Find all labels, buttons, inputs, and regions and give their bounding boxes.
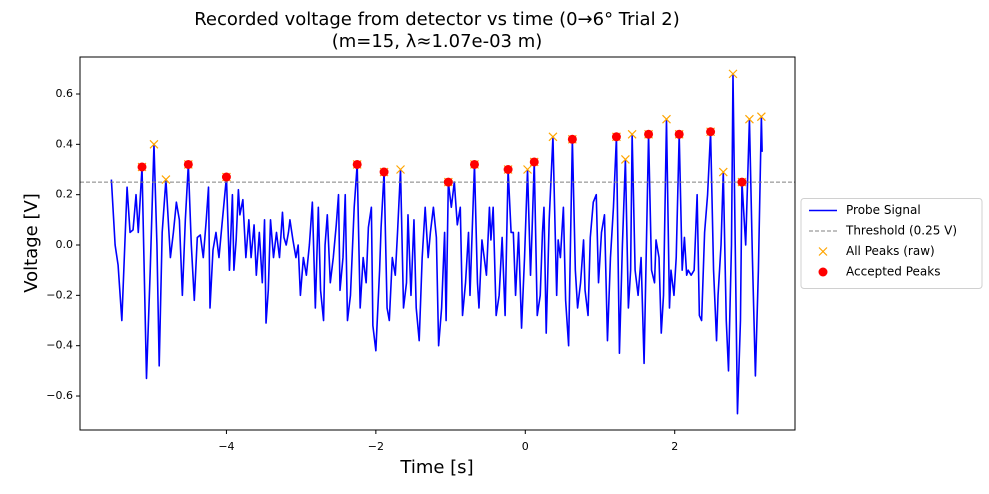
raw-peak-marker — [396, 165, 405, 174]
y-tick-label: −0.6 — [46, 389, 73, 402]
raw-peak-marker — [523, 165, 532, 174]
accepted-peak-marker — [611, 132, 621, 142]
x-tick-label: 2 — [671, 440, 678, 453]
raw-peak-marker — [161, 175, 171, 184]
y-axis-label: Voltage [V] — [21, 193, 42, 293]
accepted-peak-marker — [503, 165, 513, 175]
accepted-peak-marker — [567, 134, 577, 144]
accepted-peak-marker — [706, 127, 716, 137]
x-tick-label: 0 — [522, 440, 529, 453]
legend-swatch — [818, 267, 828, 277]
accepted-peak-marker — [221, 172, 231, 182]
y-tick-label: 0.4 — [56, 137, 74, 150]
signal-line — [110, 73, 763, 415]
y-tick-label: 0.0 — [56, 238, 74, 251]
legend-label: Probe Signal — [846, 203, 921, 217]
raw-peak-marker — [149, 139, 159, 149]
accepted-peak-marker — [529, 157, 539, 167]
legend-label: Threshold (0.25 V) — [845, 224, 957, 238]
accepted-peak-marker — [352, 159, 362, 169]
y-tick-label: 0.2 — [56, 188, 74, 201]
raw-peak-marker — [718, 167, 728, 177]
x-tick-label: −4 — [218, 440, 234, 453]
accepted-peak-marker — [737, 177, 747, 187]
accepted-peak-marker — [183, 159, 193, 169]
accepted-peak-marker — [644, 129, 654, 139]
y-tick-label: −0.2 — [46, 288, 73, 301]
accepted-peak-marker — [443, 177, 453, 187]
raw-peak-marker — [627, 129, 637, 139]
raw-peak-marker — [548, 132, 558, 142]
raw-peak-marker — [728, 69, 738, 79]
legend-box — [800, 198, 983, 289]
accepted-peak-marker — [674, 129, 684, 139]
raw-peak-marker — [745, 114, 754, 124]
legend-label: All Peaks (raw) — [846, 244, 935, 258]
legend: Probe Signal Threshold (0.25 V) All Peaks … — [800, 198, 983, 289]
accepted-peak-marker — [379, 167, 389, 177]
axes-frame — [79, 56, 796, 431]
x-tick-label: −2 — [368, 440, 384, 453]
y-tick-label: 0.6 — [56, 87, 74, 100]
plot-area — [80, 69, 795, 415]
raw-peak-marker — [620, 155, 630, 164]
legend-swatch — [818, 247, 828, 256]
raw-peak-marker — [662, 114, 671, 124]
legend-label: Accepted Peaks — [846, 265, 940, 279]
y-tick-label: −0.4 — [46, 339, 73, 352]
chart-title: Recorded voltage from detector vs time (… — [194, 9, 680, 30]
chart-subtitle: (m=15, λ≈1.07e-03 m) — [332, 31, 543, 52]
x-axis-label: Time [s] — [399, 457, 473, 478]
accepted-peak-marker — [137, 162, 147, 172]
raw-peak-marker — [756, 112, 766, 122]
accepted-peak-marker — [469, 159, 479, 169]
